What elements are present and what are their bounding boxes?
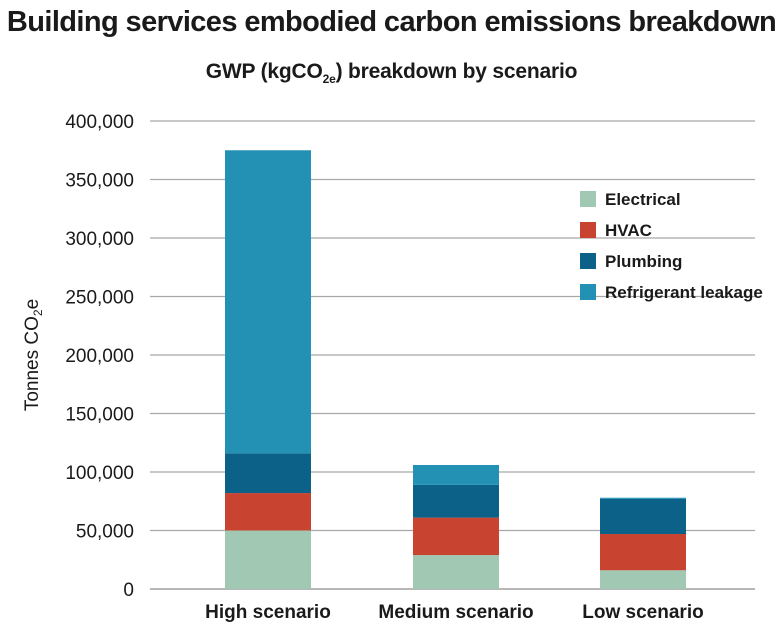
y-tick-label: 350,000 [65,171,134,192]
bar-refrigerant-leakage [600,497,686,499]
x-category-label: Medium scenario [378,602,533,623]
y-tick-label: 250,000 [65,288,134,309]
y-tick-label: 150,000 [65,405,134,426]
legend-swatch [580,253,596,269]
x-category-label: Low scenario [582,602,703,623]
legend-label: Plumbing [605,252,682,271]
y-tick-label: 200,000 [65,346,134,367]
bar-refrigerant-leakage [413,464,499,485]
legend-swatch [580,222,596,238]
bar-electrical [413,555,499,589]
y-tick-label: 300,000 [65,229,134,250]
bar-plumbing [413,484,499,518]
bar-hvac [413,517,499,556]
legend-label: Electrical [605,190,681,209]
bar-electrical [225,530,311,589]
y-tick-label: 400,000 [65,112,134,133]
subtitle-subscript: 2e [322,72,336,87]
y-tick-label: 50,000 [76,522,134,543]
bar-plumbing [225,453,311,494]
chart-title: Building services embodied carbon emissi… [6,6,777,38]
chart-subtitle: GWP (kgCO2e) breakdown by scenario [0,60,783,86]
y-axis-label: Tonnes CO2e [22,299,45,411]
bar-plumbing [600,498,686,535]
y-tick-label: 100,000 [65,463,134,484]
bar-refrigerant-leakage [225,150,311,454]
legend-label: HVAC [605,221,652,240]
subtitle-main: GWP (kgCO [205,60,323,83]
legend-swatch [580,191,596,207]
legend-swatch [580,284,596,300]
bar-electrical [600,570,686,589]
subtitle-tail: ) breakdown by scenario [335,60,578,83]
bar-hvac [225,493,311,531]
y-tick-label: 0 [123,580,134,601]
legend-label: Refrigerant leakage [605,283,763,302]
bar-hvac [600,534,686,571]
x-category-label: High scenario [205,602,331,623]
